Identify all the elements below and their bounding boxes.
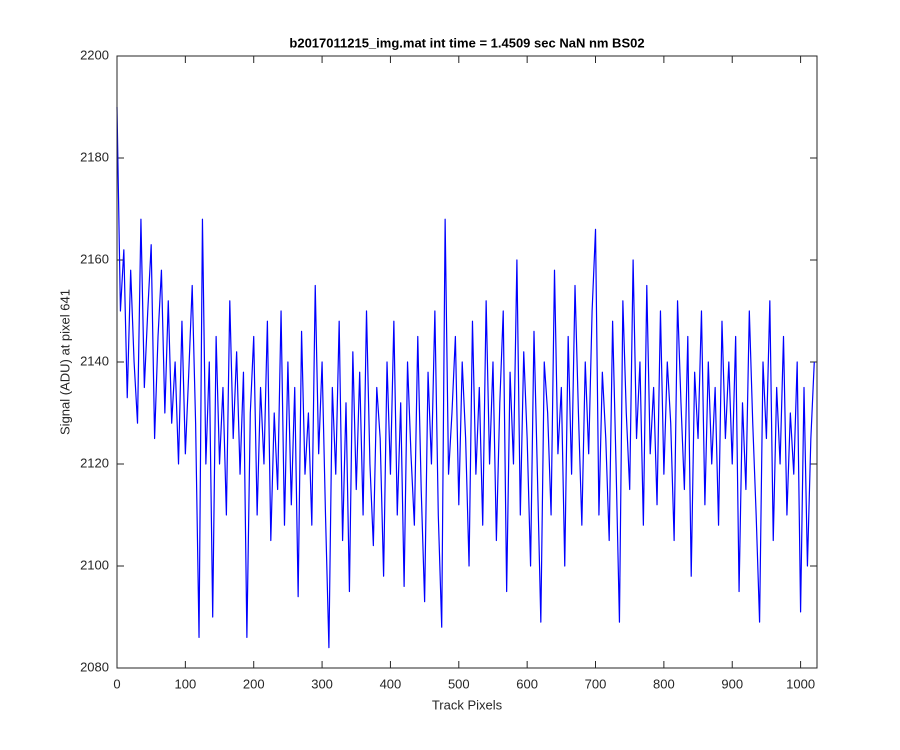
x-tick-label: 100 bbox=[175, 676, 197, 691]
x-tick-label: 1000 bbox=[786, 676, 815, 691]
x-tick-label: 900 bbox=[721, 676, 743, 691]
plot-frame bbox=[116, 55, 818, 669]
y-tick-label: 2080 bbox=[80, 659, 109, 674]
data-line bbox=[116, 106, 815, 649]
y-tick-label: 2100 bbox=[80, 557, 109, 572]
y-axis-label: Signal (ADU) at pixel 641 bbox=[57, 289, 72, 435]
x-tick-label: 300 bbox=[311, 676, 333, 691]
x-tick-label: 200 bbox=[243, 676, 265, 691]
y-tick-label: 2140 bbox=[80, 353, 109, 368]
x-tick-label: 400 bbox=[380, 676, 402, 691]
x-tick-label: 800 bbox=[653, 676, 675, 691]
chart-title: b2017011215_img.mat int time = 1.4509 se… bbox=[289, 35, 644, 50]
y-tick-label: 2160 bbox=[80, 251, 109, 266]
x-tick-label: 500 bbox=[448, 676, 470, 691]
y-tick-label: 2200 bbox=[80, 47, 109, 62]
x-tick-label: 600 bbox=[516, 676, 538, 691]
x-tick-label: 0 bbox=[113, 676, 120, 691]
y-tick-label: 2120 bbox=[80, 455, 109, 470]
x-tick-label: 700 bbox=[585, 676, 607, 691]
x-axis-label: Track Pixels bbox=[432, 697, 503, 712]
y-tick-label: 2180 bbox=[80, 149, 109, 164]
